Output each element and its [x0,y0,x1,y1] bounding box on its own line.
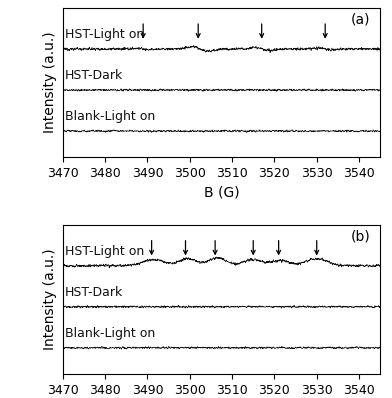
Text: (a): (a) [351,12,371,26]
Text: HST-Dark: HST-Dark [65,69,123,82]
Text: Blank-Light on: Blank-Light on [65,327,155,339]
Text: (b): (b) [351,229,371,243]
Text: Blank-Light on: Blank-Light on [65,110,155,123]
X-axis label: B (G): B (G) [204,186,239,200]
Y-axis label: Intensity (a.u.): Intensity (a.u.) [43,32,57,133]
Text: HST-Light on: HST-Light on [65,28,144,41]
Y-axis label: Intensity (a.u.): Intensity (a.u.) [43,249,57,350]
Text: HST-Dark: HST-Dark [65,286,123,298]
Text: HST-Light on: HST-Light on [65,245,144,258]
